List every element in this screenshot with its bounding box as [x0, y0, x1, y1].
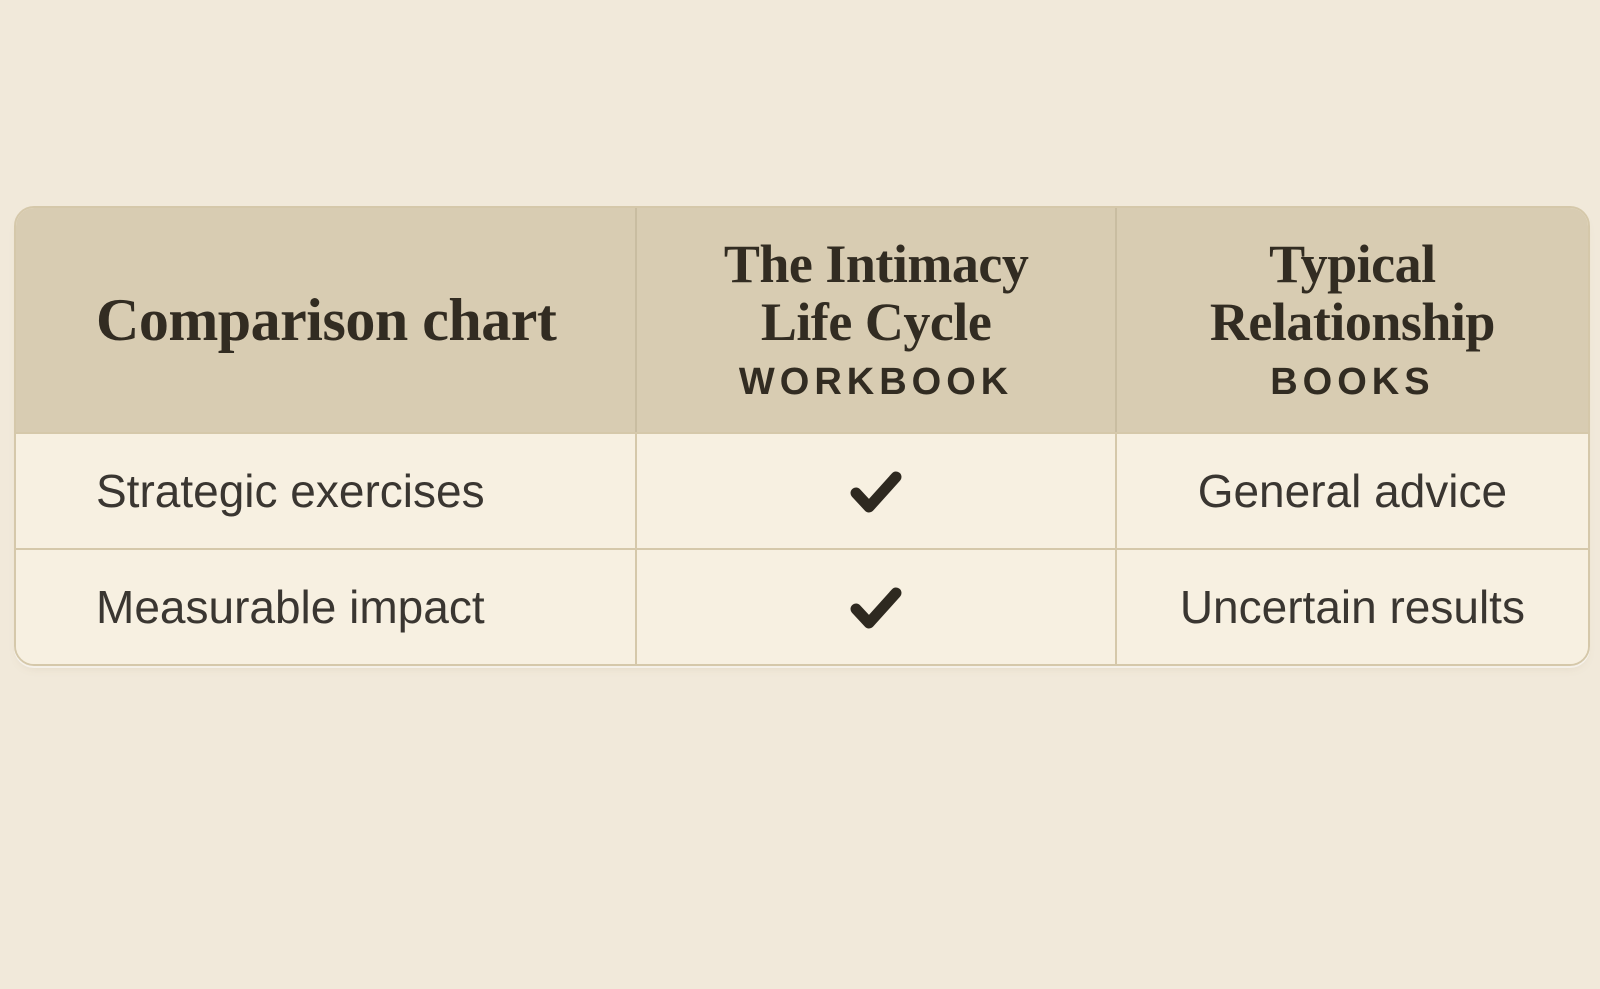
workbook-cell	[635, 434, 1114, 548]
books-title-line2: Relationship	[1209, 291, 1496, 352]
books-subtitle: BOOKS	[1270, 360, 1435, 403]
feature-label: Measurable impact	[96, 580, 485, 633]
books-value: Uncertain results	[1179, 580, 1525, 633]
table-row: Strategic exercises General advice	[16, 432, 1588, 548]
comparison-table: Comparison chart The Intimacy Life Cycle…	[14, 206, 1590, 666]
workbook-title: The Intimacy Life Cycle	[723, 234, 1029, 352]
table-header-row: Comparison chart The Intimacy Life Cycle…	[16, 208, 1588, 432]
header-cell-workbook: The Intimacy Life Cycle WORKBOOK	[635, 208, 1114, 432]
feature-cell: Measurable impact	[16, 550, 635, 664]
books-title: Typical Relationship	[1209, 234, 1496, 352]
checkmark-icon	[848, 468, 904, 514]
feature-label: Strategic exercises	[96, 464, 485, 517]
workbook-title-line2: Life Cycle	[760, 291, 992, 352]
books-title-line1: Typical	[1269, 234, 1436, 295]
header-cell-comparison-chart: Comparison chart	[16, 208, 635, 432]
feature-cell: Strategic exercises	[16, 434, 635, 548]
workbook-subtitle: WORKBOOK	[738, 360, 1014, 403]
books-cell: General advice	[1114, 434, 1588, 548]
table-row: Measurable impact Uncertain results	[16, 548, 1588, 664]
books-value: General advice	[1197, 464, 1508, 517]
header-cell-books: Typical Relationship BOOKS	[1114, 208, 1588, 432]
checkmark-icon	[848, 584, 904, 630]
workbook-cell	[635, 550, 1114, 664]
table-title: Comparison chart	[96, 286, 557, 353]
books-cell: Uncertain results	[1114, 550, 1588, 664]
workbook-title-line1: The Intimacy	[723, 234, 1029, 295]
